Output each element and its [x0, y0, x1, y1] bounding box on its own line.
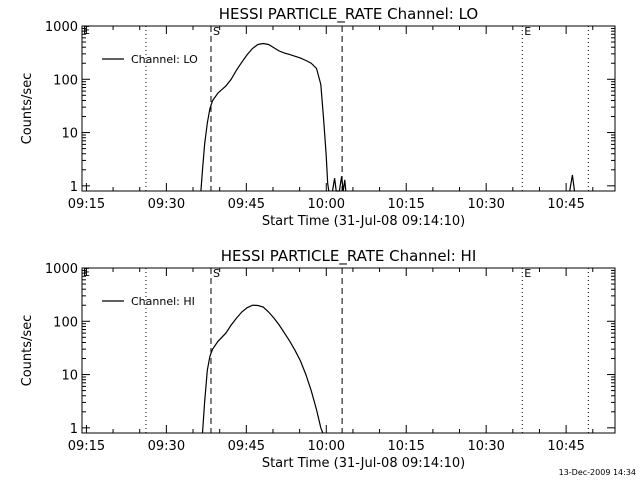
- marker-label: E: [524, 267, 531, 280]
- y-tick-label: 1000: [45, 262, 78, 277]
- y-tick-label: 10: [61, 369, 78, 384]
- x-axis-label: Start Time (31-Jul-08 09:14:10): [262, 456, 465, 471]
- x-tick-label: 09:15: [68, 439, 105, 454]
- marker-label: E: [524, 25, 531, 38]
- chart-title: HESSI PARTICLE_RATE Channel: LO: [219, 5, 478, 24]
- y-axis-label: Counts/sec: [20, 73, 35, 145]
- marker-label: S: [213, 267, 220, 280]
- x-axis-label: Start Time (31-Jul-08 09:14:10): [262, 214, 465, 229]
- footer-timestamp: 13-Dec-2009 14:34: [559, 468, 636, 477]
- y-tick-label: 1: [70, 422, 78, 437]
- y-tick-label: 100: [53, 315, 78, 330]
- y-axis-label: Counts/sec: [20, 315, 35, 387]
- x-tick-label: 10:45: [547, 439, 584, 454]
- legend-label: Channel: HI: [131, 295, 195, 308]
- x-tick-label: 10:45: [547, 197, 584, 212]
- y-tick-label: 100: [53, 73, 78, 88]
- x-tick-label: 10:00: [308, 197, 345, 212]
- x-tick-label: 10:00: [308, 439, 345, 454]
- y-tick-label: 1000: [45, 20, 78, 35]
- y-tick-label: 10: [61, 127, 78, 142]
- legend-label: Channel: LO: [131, 53, 198, 66]
- x-tick-label: 09:45: [228, 197, 265, 212]
- chart-channel-lo: HESSI PARTICLE_RATE Channel: LO Counts/se…: [20, 5, 616, 229]
- x-tick-label: 09:30: [148, 197, 185, 212]
- x-tick-label: 09:45: [228, 439, 265, 454]
- series-line: [569, 174, 576, 192]
- x-tick-label: 09:15: [68, 197, 105, 212]
- plot-frame: [81, 25, 616, 192]
- chart-channel-hi: HESSI PARTICLE_RATE Channel: HI Counts/se…: [20, 247, 616, 471]
- series-line: [201, 304, 324, 434]
- x-tick-label: 10:30: [467, 439, 504, 454]
- chart-title: HESSI PARTICLE_RATE Channel: HI: [221, 247, 477, 266]
- x-tick-label: 10:15: [387, 197, 424, 212]
- x-tick-label: 09:30: [148, 439, 185, 454]
- marker-label: S: [213, 25, 220, 38]
- x-tick-label: 10:15: [387, 439, 424, 454]
- plot-frame: [81, 267, 616, 434]
- series-line: [331, 176, 347, 192]
- corner-mark: E: [83, 24, 90, 37]
- y-tick-label: 1: [70, 180, 78, 195]
- series-line: [200, 42, 330, 192]
- x-tick-label: 10:30: [467, 197, 504, 212]
- corner-mark: E: [83, 266, 90, 279]
